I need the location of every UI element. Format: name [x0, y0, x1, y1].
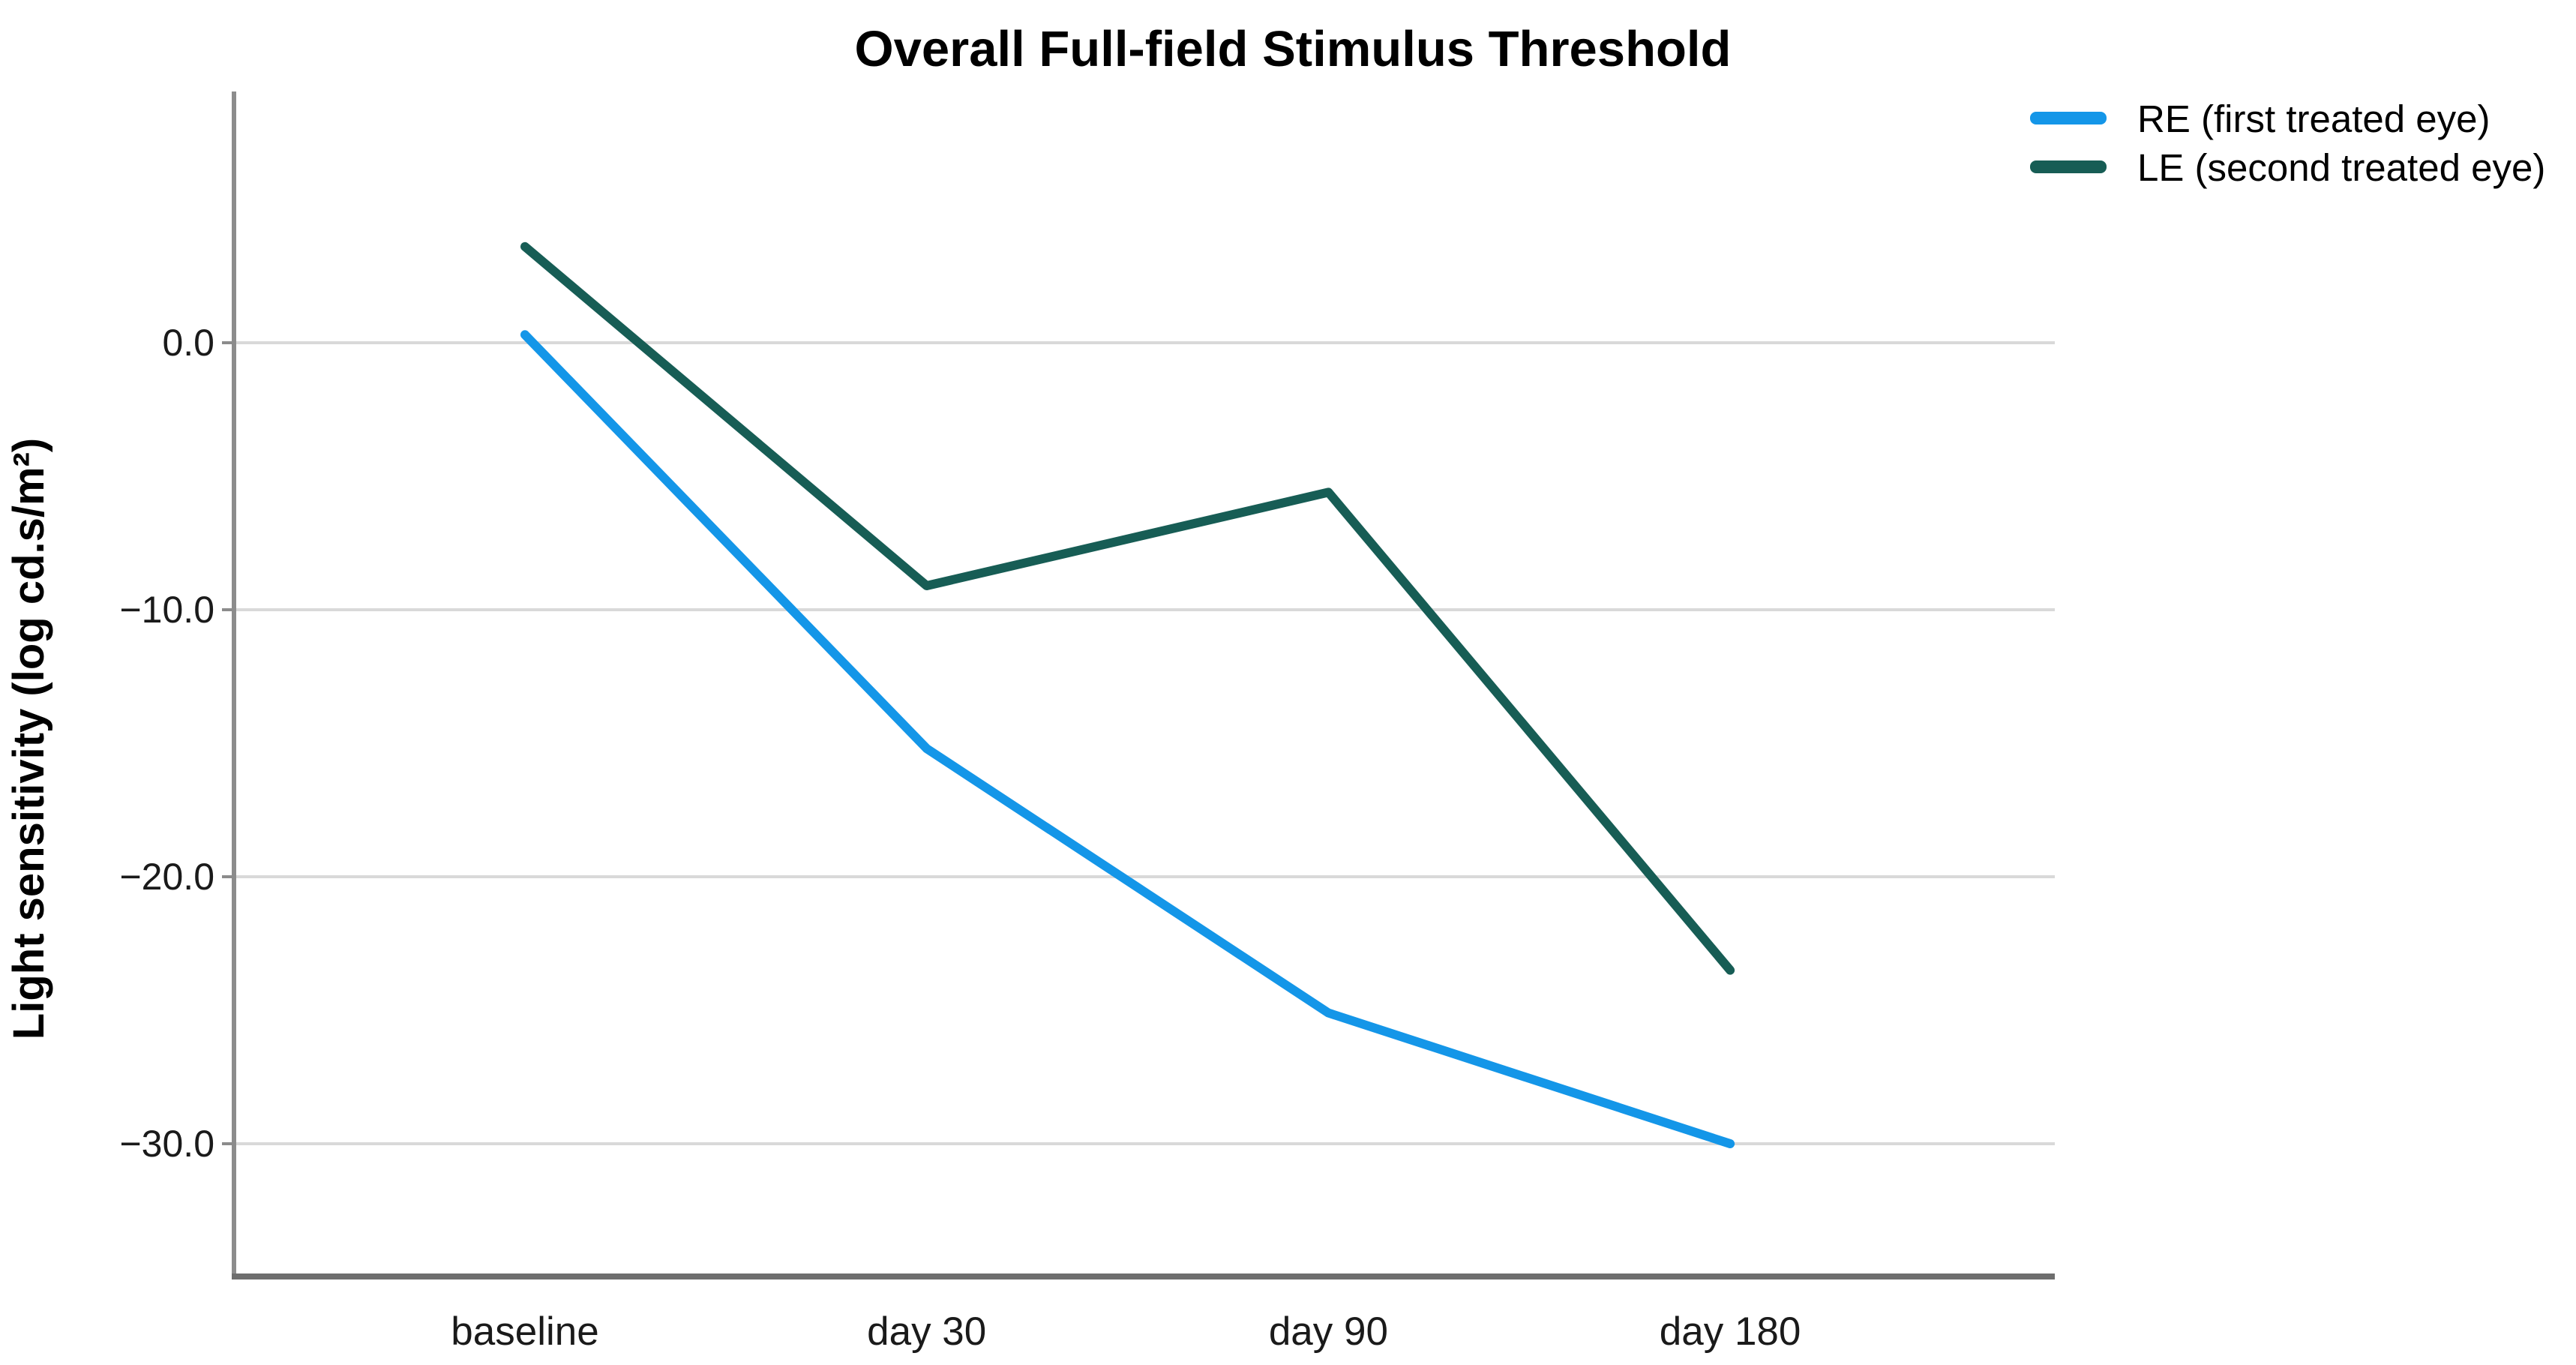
line-re-first-treated-eye	[520, 330, 1735, 1148]
y-tick-label: 0.0	[162, 322, 214, 364]
legend-label-le: LE (second treated eye)	[2137, 146, 2545, 189]
y-axis-label: Light sensitivity (log cd.s/m²)	[4, 438, 53, 1040]
x-category-labels: baseline day 30 day 90 day 180	[451, 1310, 1801, 1354]
axes	[232, 92, 2055, 1280]
legend: RE (first treated eye) LE (second treate…	[2030, 98, 2545, 189]
chart-title: Overall Full-field Stimulus Threshold	[855, 21, 1732, 77]
line-le-second-treated-eye	[520, 242, 1735, 975]
gridlines	[222, 341, 2055, 1145]
x-category-label: day 180	[1660, 1310, 1801, 1354]
legend-swatch-le	[2030, 160, 2107, 173]
x-category-label: day 30	[867, 1310, 986, 1354]
y-tick-labels: 0.0 −10.0 −20.0 −30.0	[119, 322, 214, 1165]
legend-swatch-re	[2030, 112, 2107, 124]
y-tick-label: −20.0	[119, 856, 214, 898]
y-tick-label: −10.0	[119, 589, 214, 631]
x-category-label: baseline	[451, 1310, 598, 1354]
series-lines	[520, 242, 1735, 1148]
x-category-label: day 90	[1269, 1310, 1388, 1354]
legend-label-re: RE (first treated eye)	[2137, 98, 2490, 140]
y-tick-label: −30.0	[119, 1123, 214, 1165]
